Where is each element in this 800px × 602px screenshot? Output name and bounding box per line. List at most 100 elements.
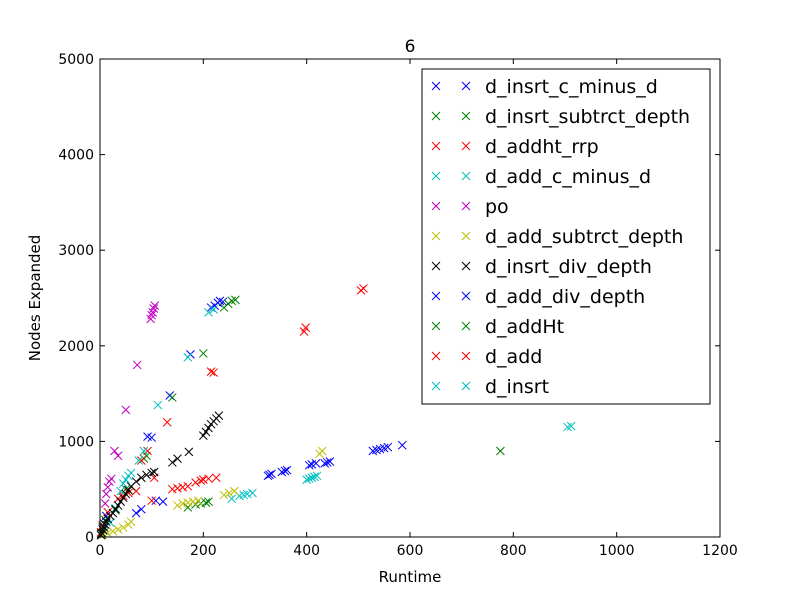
data-point — [383, 442, 393, 452]
data-point — [124, 485, 133, 495]
data-point — [198, 475, 208, 484]
series-po — [100, 301, 160, 508]
data-point — [311, 459, 321, 468]
data-point — [101, 489, 111, 499]
y-tick-label: 1000 — [58, 434, 94, 450]
data-point — [312, 471, 322, 481]
data-point — [183, 352, 193, 362]
data-point — [118, 493, 128, 503]
data-point — [307, 473, 317, 483]
y-tick-label: 3000 — [58, 243, 94, 259]
data-point — [121, 475, 131, 484]
data-point — [108, 508, 118, 518]
data-point — [107, 474, 116, 484]
data-point — [325, 457, 335, 466]
data-point — [116, 497, 126, 506]
x-tick-label: 400 — [293, 543, 320, 559]
legend-marker — [461, 141, 471, 151]
data-point — [191, 478, 200, 487]
legend-entry: d_addht_rrp — [431, 136, 599, 158]
data-point — [265, 470, 274, 480]
legend-marker — [431, 111, 441, 121]
data-point — [211, 473, 221, 483]
data-point — [178, 499, 188, 508]
legend-marker — [431, 141, 441, 151]
data-point — [206, 367, 216, 376]
legend-marker — [461, 261, 471, 271]
data-point — [116, 486, 126, 496]
data-point — [108, 526, 118, 536]
data-point — [277, 467, 287, 477]
legend-entry: po — [431, 196, 509, 218]
data-point — [267, 469, 276, 479]
legend-marker — [461, 321, 471, 331]
data-point — [248, 488, 257, 498]
legend-marker — [461, 201, 471, 211]
data-point — [304, 460, 314, 470]
legend-marker — [431, 351, 441, 361]
data-point — [198, 431, 208, 441]
legend-marker — [461, 381, 471, 391]
data-point — [496, 446, 505, 456]
legend-label: d_add_div_depth — [485, 286, 645, 308]
data-point — [183, 481, 193, 491]
data-point — [110, 446, 119, 456]
axis-ticks: 0 200 400 600 800 1000 1200 0 1000 2000 3000 4000 50… — [58, 52, 737, 559]
data-point — [322, 458, 332, 467]
data-point — [196, 476, 206, 485]
data-point — [173, 501, 182, 510]
legend-label: d_insrt_div_depth — [485, 256, 652, 278]
y-tick-label: 2000 — [58, 339, 94, 355]
legend-marker — [431, 291, 441, 301]
data-point — [131, 508, 141, 518]
data-point — [201, 498, 211, 507]
data-point — [214, 411, 224, 420]
data-point — [149, 467, 159, 477]
data-point — [204, 497, 213, 506]
data-point — [151, 496, 161, 506]
data-point — [302, 475, 312, 484]
data-point — [149, 304, 159, 313]
data-point — [136, 456, 146, 465]
data-point — [219, 490, 229, 500]
legend-entry: d_add_c_minus_d — [431, 166, 651, 188]
x-tick-label: 1000 — [599, 543, 635, 559]
data-point — [227, 494, 237, 504]
data-point — [103, 482, 113, 492]
legend-box — [421, 68, 711, 405]
data-point — [201, 427, 211, 437]
data-point — [215, 296, 225, 306]
data-point — [100, 520, 110, 529]
data-point — [167, 484, 177, 494]
data-point — [113, 501, 123, 510]
data-point — [134, 456, 144, 465]
legend-marker — [431, 171, 441, 181]
data-point — [301, 323, 310, 332]
data-point — [204, 307, 213, 317]
legend-label: d_addht_rrp — [485, 136, 599, 158]
x-tick-label: 1200 — [702, 543, 738, 559]
data-point — [372, 445, 381, 455]
data-point — [136, 504, 146, 514]
legend-marker — [461, 81, 471, 91]
legend-marker — [461, 351, 471, 361]
data-point — [563, 422, 572, 432]
legend-marker — [461, 171, 471, 181]
data-point — [103, 507, 113, 517]
data-point — [111, 504, 120, 514]
x-tick-label: 0 — [96, 543, 105, 559]
data-point — [136, 473, 146, 483]
x-axis-label: Runtime — [379, 568, 442, 586]
legend-entry: d_insrt_c_minus_d — [431, 76, 658, 98]
legend-entry: d_add_div_depth — [431, 286, 645, 308]
x-tick-label: 600 — [397, 543, 424, 559]
data-point — [121, 405, 131, 415]
legend-label: d_insrt — [485, 376, 549, 398]
data-point — [310, 472, 319, 482]
series-d_insrt_div_depth — [96, 411, 224, 540]
data-point — [113, 524, 123, 534]
data-point — [167, 458, 177, 467]
data-point — [147, 310, 157, 320]
